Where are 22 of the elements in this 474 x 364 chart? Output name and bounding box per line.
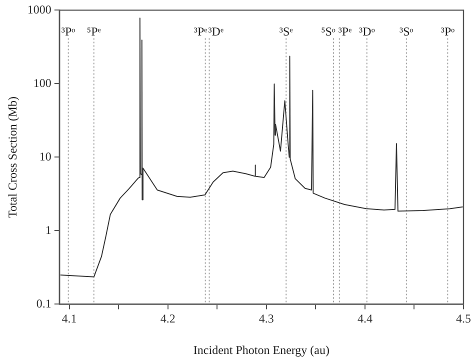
ref-line-label: ³Sᵉ — [279, 24, 293, 38]
x-axis-title: Incident Photon Energy (au) — [193, 342, 330, 357]
y-tick-label: 1000 — [27, 2, 52, 16]
x-tick-label: 4.3 — [258, 312, 274, 326]
y-tick-label: 1 — [45, 222, 52, 237]
y-tick-label: 100 — [33, 76, 52, 90]
ref-line-label: ³Pᵉ — [194, 24, 208, 38]
ref-line-label: ³Pᵉ — [338, 24, 352, 38]
y-tick-label: 10 — [39, 149, 52, 164]
y-tick-label: 0.1 — [36, 296, 52, 310]
y-axis-title: Total Cross Section (Mb) — [5, 96, 20, 218]
ref-line-label: ³Sᵒ — [399, 24, 414, 38]
ref-line-label: ³Dᵒ — [359, 24, 376, 38]
ref-line-label: ³Pᵒ — [61, 24, 76, 38]
ref-line-label: ⁵Pᵉ — [86, 24, 101, 38]
x-tick-label: 4.4 — [357, 312, 372, 326]
ref-line-label: ³Dᵉ — [208, 24, 224, 38]
ref-line-label: ³Pᵒ — [440, 24, 456, 38]
x-tick-label: 4.1 — [62, 312, 77, 326]
x-tick-label: 4.2 — [160, 312, 176, 326]
x-tick-label: 4.5 — [456, 312, 471, 326]
ref-line-label: ⁵Sᵒ — [321, 24, 336, 38]
